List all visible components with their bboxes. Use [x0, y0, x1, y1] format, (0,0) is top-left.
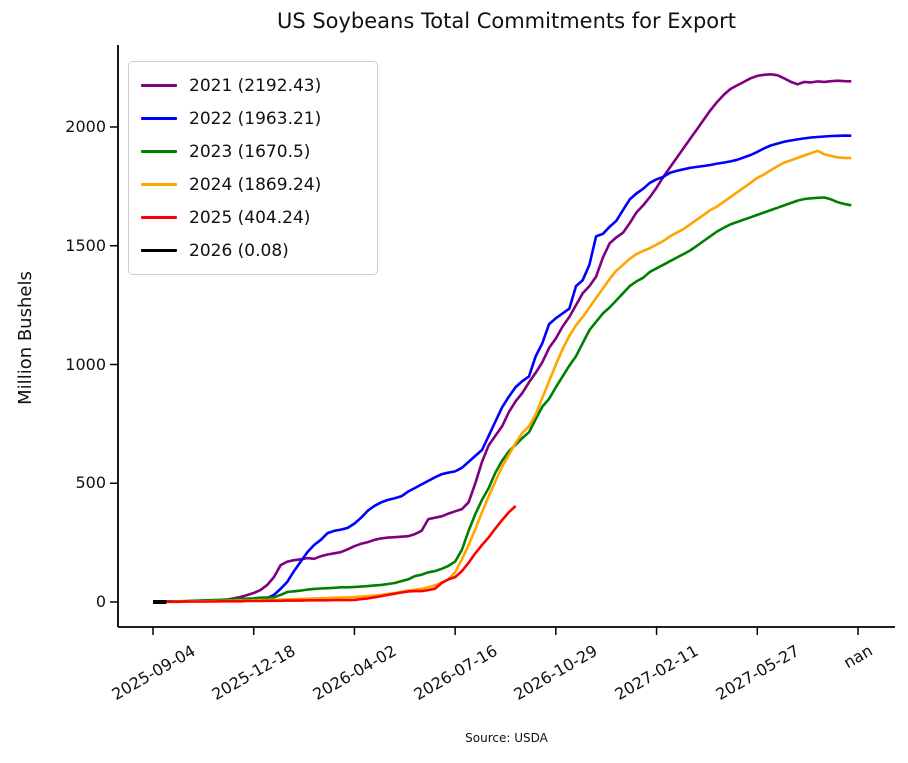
series-line-2025 [153, 505, 517, 604]
legend-item-2023: 2023 (1670.5) [141, 135, 367, 168]
y-tick-label-1: 500 [75, 473, 106, 493]
series-line-2023 [153, 196, 852, 603]
chart-title: US Soybeans Total Commitments for Export [276, 9, 737, 33]
legend-label-2024: 2024 (1869.24) [189, 174, 322, 195]
legend-item-2022: 2022 (1963.21) [141, 102, 367, 135]
legend-swatch-2022 [141, 116, 177, 121]
legend-item-2025: 2025 (404.24) [141, 201, 367, 234]
y-tick-label-2: 1000 [65, 354, 106, 374]
y-tick-label-0: 0 [95, 592, 106, 611]
series-line-2021 [153, 73, 852, 603]
legend-label-2021: 2021 (2192.43) [189, 75, 322, 96]
y-tick-label-4: 2000 [65, 117, 106, 136]
y-tick-label-3: 1500 [65, 235, 106, 255]
legend-item-2021: 2021 (2192.43) [141, 69, 367, 102]
legend-swatch-2026 [141, 248, 177, 253]
legend: 2021 (2192.43) 2022 (1963.21) 2023 (1670.5… [128, 61, 378, 275]
legend-label-2022: 2022 (1963.21) [189, 108, 322, 129]
legend-label-2025: 2025 (404.24) [189, 207, 311, 228]
legend-label-2023: 2023 (1670.5) [189, 141, 311, 162]
legend-label-2026: 2026 (0.08) [189, 240, 289, 261]
legend-swatch-2021 [141, 83, 177, 88]
legend-swatch-2023 [141, 149, 177, 154]
legend-item-2026: 2026 (0.08) [141, 234, 367, 267]
legend-swatch-2025 [141, 215, 177, 220]
legend-item-2024: 2024 (1869.24) [141, 168, 367, 201]
legend-swatch-2024 [141, 182, 177, 187]
source-caption: Source: USDA [465, 731, 548, 745]
